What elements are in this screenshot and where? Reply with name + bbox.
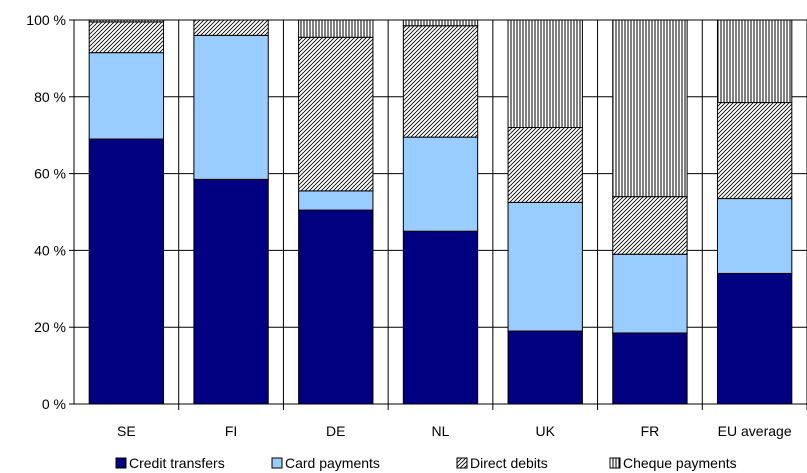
bars-layer (88, 19, 793, 405)
y-tick-label: 100 % (26, 12, 66, 28)
bar-direct-debits-de (298, 36, 374, 192)
bar-card-payments-eu-average (716, 198, 793, 274)
legend-swatch-cheque-payments (609, 457, 621, 469)
y-tick-label: 80 % (34, 89, 66, 105)
x-category-label: EU average (718, 423, 792, 439)
legend-swatch-credit-transfers (115, 457, 127, 469)
bar-card-payments-uk (507, 201, 583, 332)
y-tick-label: 60 % (34, 166, 66, 182)
x-category-label: FI (225, 423, 237, 439)
bar-direct-debits-se (88, 21, 165, 54)
legend-swatch-direct-debits (456, 457, 468, 469)
bar-card-payments-nl (402, 136, 479, 232)
bar-direct-debits-fr (612, 196, 688, 255)
legend-swatch-card-payments (271, 457, 283, 469)
axes-layer: 0 % 20 % 40 % 60 % 80 % 100 % SE FI DE NL UK FR EU a… (26, 12, 807, 439)
legend-label: Credit transfers (129, 455, 225, 471)
bar-cheque-payments-se (88, 19, 165, 23)
y-tick-label: 40 % (34, 242, 66, 258)
x-category-label: NL (432, 423, 450, 439)
legend-label: Direct debits (470, 455, 548, 471)
x-category-label: UK (535, 423, 555, 439)
legend-label: Card payments (285, 455, 380, 471)
bar-card-payments-se (88, 52, 165, 140)
bar-credit-transfers-nl (402, 230, 479, 405)
legend: Credit transfers Card payments Direct debi… (115, 455, 737, 471)
x-category-label: DE (326, 423, 345, 439)
bar-card-payments-de (298, 190, 374, 211)
bar-cheque-payments-uk (507, 19, 583, 129)
bar-credit-transfers-de (298, 209, 374, 405)
y-tick-label: 0 % (42, 396, 66, 412)
legend-label: Cheque payments (623, 455, 737, 471)
bar-credit-transfers-fi (193, 178, 269, 405)
bar-card-payments-fi (193, 34, 269, 180)
bar-credit-transfers-eu-average (716, 272, 793, 405)
bar-credit-transfers-fr (612, 332, 688, 405)
bar-direct-debits-nl (402, 25, 479, 138)
bar-credit-transfers-se (88, 138, 165, 405)
bar-cheque-payments-fr (612, 19, 688, 198)
bar-card-payments-fr (612, 253, 688, 334)
bar-cheque-payments-nl (402, 19, 479, 27)
y-tick-label: 20 % (34, 319, 66, 335)
bar-direct-debits-uk (507, 127, 583, 203)
bar-direct-debits-eu-average (716, 102, 793, 200)
bar-credit-transfers-uk (507, 330, 583, 405)
bar-cheque-payments-eu-average (716, 19, 793, 104)
bar-cheque-payments-de (298, 19, 374, 38)
x-category-label: SE (117, 423, 136, 439)
x-category-label: FR (641, 423, 660, 439)
bar-direct-debits-fi (193, 19, 269, 36)
